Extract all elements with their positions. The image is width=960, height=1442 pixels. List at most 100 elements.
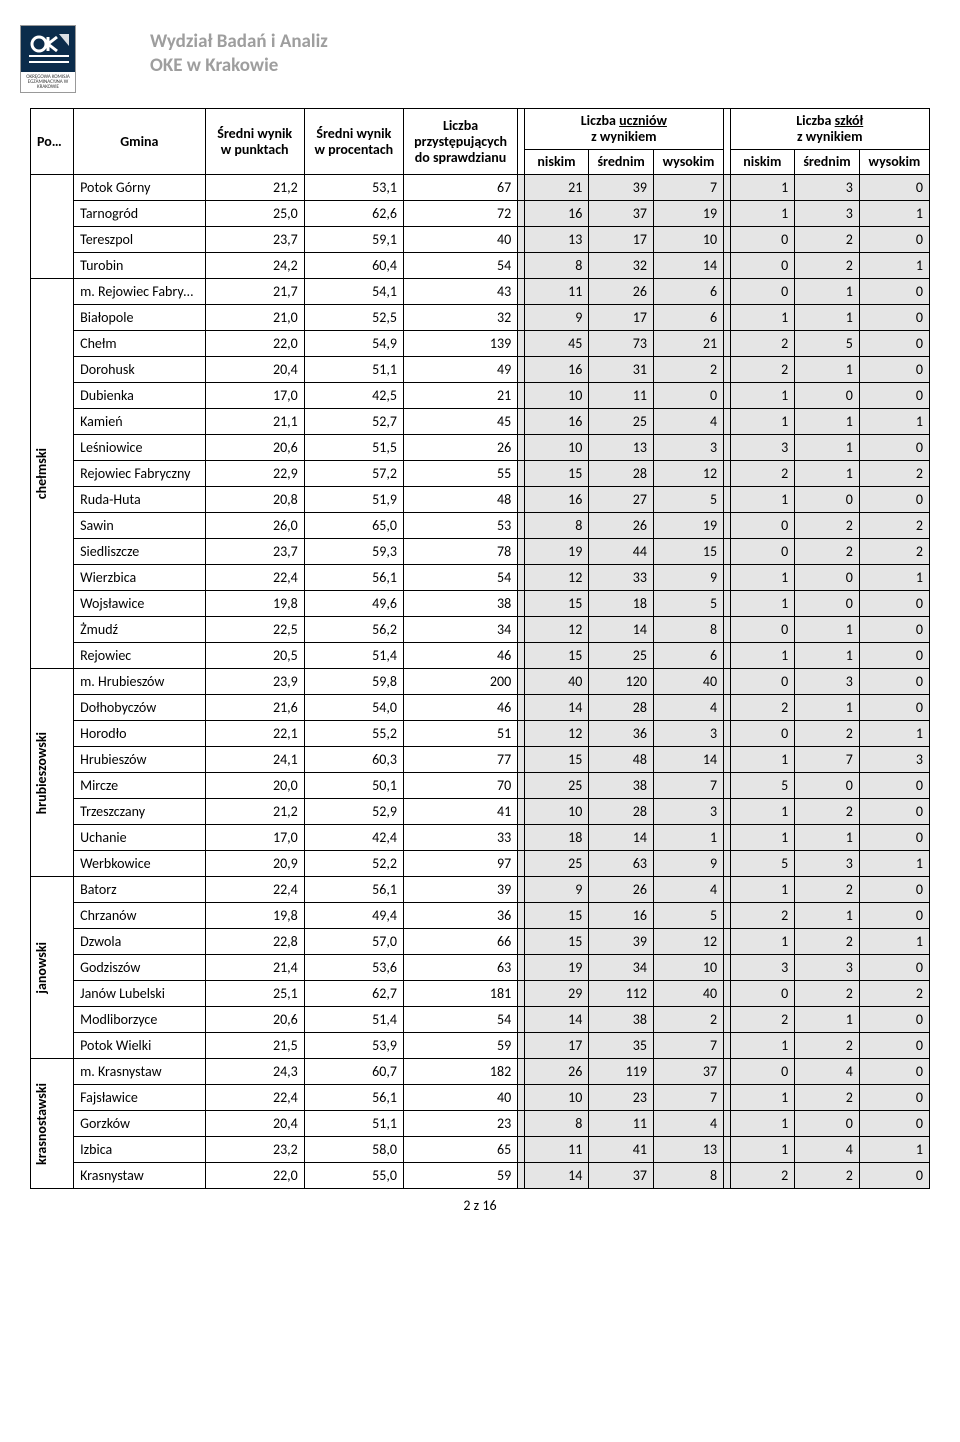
avg-pct-cell: 52,7 bbox=[304, 409, 403, 435]
u-low-cell: 25 bbox=[524, 773, 589, 799]
u-high-cell: 9 bbox=[653, 851, 723, 877]
s-high-cell: 0 bbox=[859, 435, 929, 461]
avg-pct-cell: 59,1 bbox=[304, 227, 403, 253]
avg-pct-cell: 54,9 bbox=[304, 331, 403, 357]
table-row: Żmudź22,556,23412148010 bbox=[31, 617, 930, 643]
table-row: Siedliszcze23,759,378194415022 bbox=[31, 539, 930, 565]
avg-pct-cell: 62,7 bbox=[304, 981, 403, 1007]
u-mid-cell: 16 bbox=[589, 903, 654, 929]
u-mid-cell: 32 bbox=[589, 253, 654, 279]
s-low-cell: 1 bbox=[730, 643, 795, 669]
s-mid-cell: 2 bbox=[795, 227, 860, 253]
u-high-cell: 21 bbox=[653, 331, 723, 357]
s-mid-cell: 1 bbox=[795, 279, 860, 305]
u-high-cell: 4 bbox=[653, 695, 723, 721]
avg-pct-cell: 42,4 bbox=[304, 825, 403, 851]
avg-pts-cell: 24,1 bbox=[205, 747, 304, 773]
gmina-cell: Modliborzyce bbox=[74, 1007, 206, 1033]
s-high-cell: 0 bbox=[859, 1111, 929, 1137]
gmina-cell: Chełm bbox=[74, 331, 206, 357]
u-low-cell: 15 bbox=[524, 747, 589, 773]
col-schools-high: wysokim bbox=[859, 150, 929, 175]
count-cell: 55 bbox=[403, 461, 517, 487]
avg-pct-cell: 58,0 bbox=[304, 1137, 403, 1163]
s-low-cell: 1 bbox=[730, 877, 795, 903]
u-mid-cell: 11 bbox=[589, 383, 654, 409]
u-mid-cell: 37 bbox=[589, 201, 654, 227]
u-mid-cell: 14 bbox=[589, 825, 654, 851]
u-low-cell: 12 bbox=[524, 721, 589, 747]
u-high-cell: 7 bbox=[653, 175, 723, 201]
avg-pct-cell: 60,4 bbox=[304, 253, 403, 279]
u-mid-cell: 33 bbox=[589, 565, 654, 591]
s-low-cell: 1 bbox=[730, 487, 795, 513]
u-high-cell: 0 bbox=[653, 383, 723, 409]
avg-pts-cell: 22,5 bbox=[205, 617, 304, 643]
gmina-cell: Białopole bbox=[74, 305, 206, 331]
s-low-cell: 1 bbox=[730, 591, 795, 617]
s-high-cell: 3 bbox=[859, 747, 929, 773]
results-table: Powiat Gmina Średni wynik w punktach Śre… bbox=[30, 108, 930, 1189]
count-cell: 181 bbox=[403, 981, 517, 1007]
s-low-cell: 2 bbox=[730, 461, 795, 487]
u-low-cell: 18 bbox=[524, 825, 589, 851]
avg-pts-cell: 21,1 bbox=[205, 409, 304, 435]
u-low-cell: 11 bbox=[524, 1137, 589, 1163]
s-high-cell: 0 bbox=[859, 1033, 929, 1059]
table-head: Powiat Gmina Średni wynik w punktach Śre… bbox=[31, 109, 930, 175]
avg-pts-cell: 21,4 bbox=[205, 955, 304, 981]
s-high-cell: 0 bbox=[859, 487, 929, 513]
s-low-cell: 1 bbox=[730, 175, 795, 201]
u-mid-cell: 28 bbox=[589, 799, 654, 825]
table-row: Trzeszczany21,252,94110283120 bbox=[31, 799, 930, 825]
gmina-cell: Siedliszcze bbox=[74, 539, 206, 565]
u-low-cell: 10 bbox=[524, 383, 589, 409]
avg-pct-cell: 53,9 bbox=[304, 1033, 403, 1059]
s-high-cell: 0 bbox=[859, 331, 929, 357]
count-cell: 54 bbox=[403, 1007, 517, 1033]
s-low-cell: 1 bbox=[730, 201, 795, 227]
col-schools-mid: średnim bbox=[795, 150, 860, 175]
avg-pts-cell: 20,4 bbox=[205, 1111, 304, 1137]
u-low-cell: 19 bbox=[524, 539, 589, 565]
avg-pts-cell: 22,0 bbox=[205, 331, 304, 357]
count-cell: 40 bbox=[403, 1085, 517, 1111]
u-high-cell: 10 bbox=[653, 227, 723, 253]
u-mid-cell: 14 bbox=[589, 617, 654, 643]
u-low-cell: 8 bbox=[524, 253, 589, 279]
u-low-cell: 9 bbox=[524, 305, 589, 331]
u-high-cell: 4 bbox=[653, 409, 723, 435]
s-mid-cell: 0 bbox=[795, 591, 860, 617]
col-students-high: wysokim bbox=[653, 150, 723, 175]
u-low-cell: 26 bbox=[524, 1059, 589, 1085]
avg-pct-cell: 54,0 bbox=[304, 695, 403, 721]
u-high-cell: 6 bbox=[653, 305, 723, 331]
u-low-cell: 12 bbox=[524, 617, 589, 643]
avg-pts-cell: 22,1 bbox=[205, 721, 304, 747]
table-row: Turobin24,260,45483214021 bbox=[31, 253, 930, 279]
s-mid-cell: 1 bbox=[795, 903, 860, 929]
table-row: Dołhobyczów21,654,04614284210 bbox=[31, 695, 930, 721]
col-gmina: Gmina bbox=[74, 109, 206, 175]
u-high-cell: 7 bbox=[653, 1085, 723, 1111]
table-row: Sawin26,065,05382619022 bbox=[31, 513, 930, 539]
s-low-cell: 0 bbox=[730, 981, 795, 1007]
s-high-cell: 1 bbox=[859, 253, 929, 279]
u-high-cell: 4 bbox=[653, 877, 723, 903]
s-high-cell: 0 bbox=[859, 773, 929, 799]
s-mid-cell: 1 bbox=[795, 435, 860, 461]
u-high-cell: 40 bbox=[653, 981, 723, 1007]
avg-pct-cell: 51,4 bbox=[304, 1007, 403, 1033]
u-low-cell: 16 bbox=[524, 357, 589, 383]
s-high-cell: 0 bbox=[859, 1059, 929, 1085]
u-mid-cell: 36 bbox=[589, 721, 654, 747]
avg-pts-cell: 17,0 bbox=[205, 825, 304, 851]
s-low-cell: 2 bbox=[730, 1163, 795, 1189]
s-low-cell: 0 bbox=[730, 279, 795, 305]
gmina-cell: Izbica bbox=[74, 1137, 206, 1163]
avg-pct-cell: 60,7 bbox=[304, 1059, 403, 1085]
gmina-cell: Batorz bbox=[74, 877, 206, 903]
u-low-cell: 10 bbox=[524, 435, 589, 461]
s-high-cell: 1 bbox=[859, 929, 929, 955]
col-count: Liczba przystępujących do sprawdzianu bbox=[403, 109, 517, 175]
